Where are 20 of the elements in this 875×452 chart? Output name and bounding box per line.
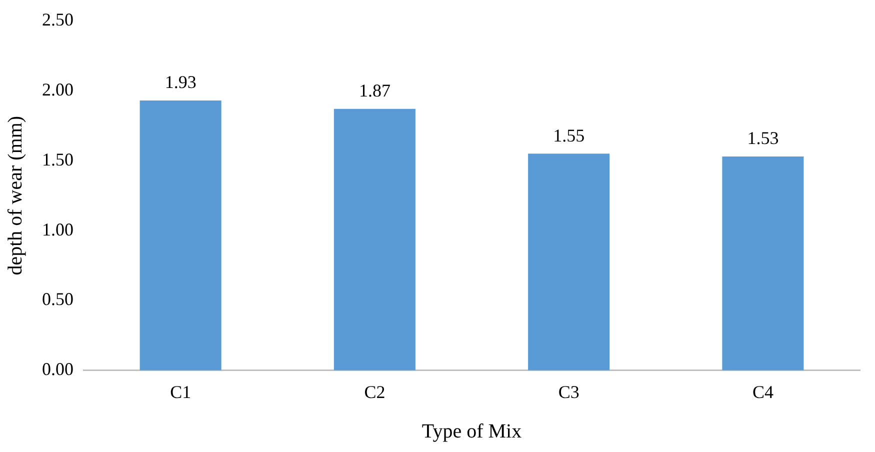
x-tick-label: C2 [364, 382, 386, 402]
bar [722, 156, 804, 370]
data-label: 1.87 [358, 80, 390, 101]
data-label: 1.53 [747, 128, 779, 148]
y-tick-label: 0.00 [42, 359, 74, 380]
x-tick-label: C4 [752, 382, 774, 402]
bar [334, 108, 416, 370]
x-axis-title: Type of Mix [422, 420, 522, 442]
y-tick-label: 1.00 [42, 219, 74, 240]
bar [140, 100, 222, 370]
y-axis-title: depth of wear (mm) [4, 116, 26, 276]
x-tick-label: C1 [170, 382, 192, 402]
data-label: 1.55 [553, 125, 585, 146]
x-tick-label: C3 [558, 382, 580, 402]
data-label: 1.93 [164, 72, 196, 92]
y-tick-label: 2.00 [42, 79, 74, 100]
bar [528, 154, 610, 370]
y-tick-label: 0.50 [42, 289, 74, 310]
y-tick-label: 2.50 [42, 10, 74, 30]
y-tick-label: 1.50 [42, 149, 74, 170]
